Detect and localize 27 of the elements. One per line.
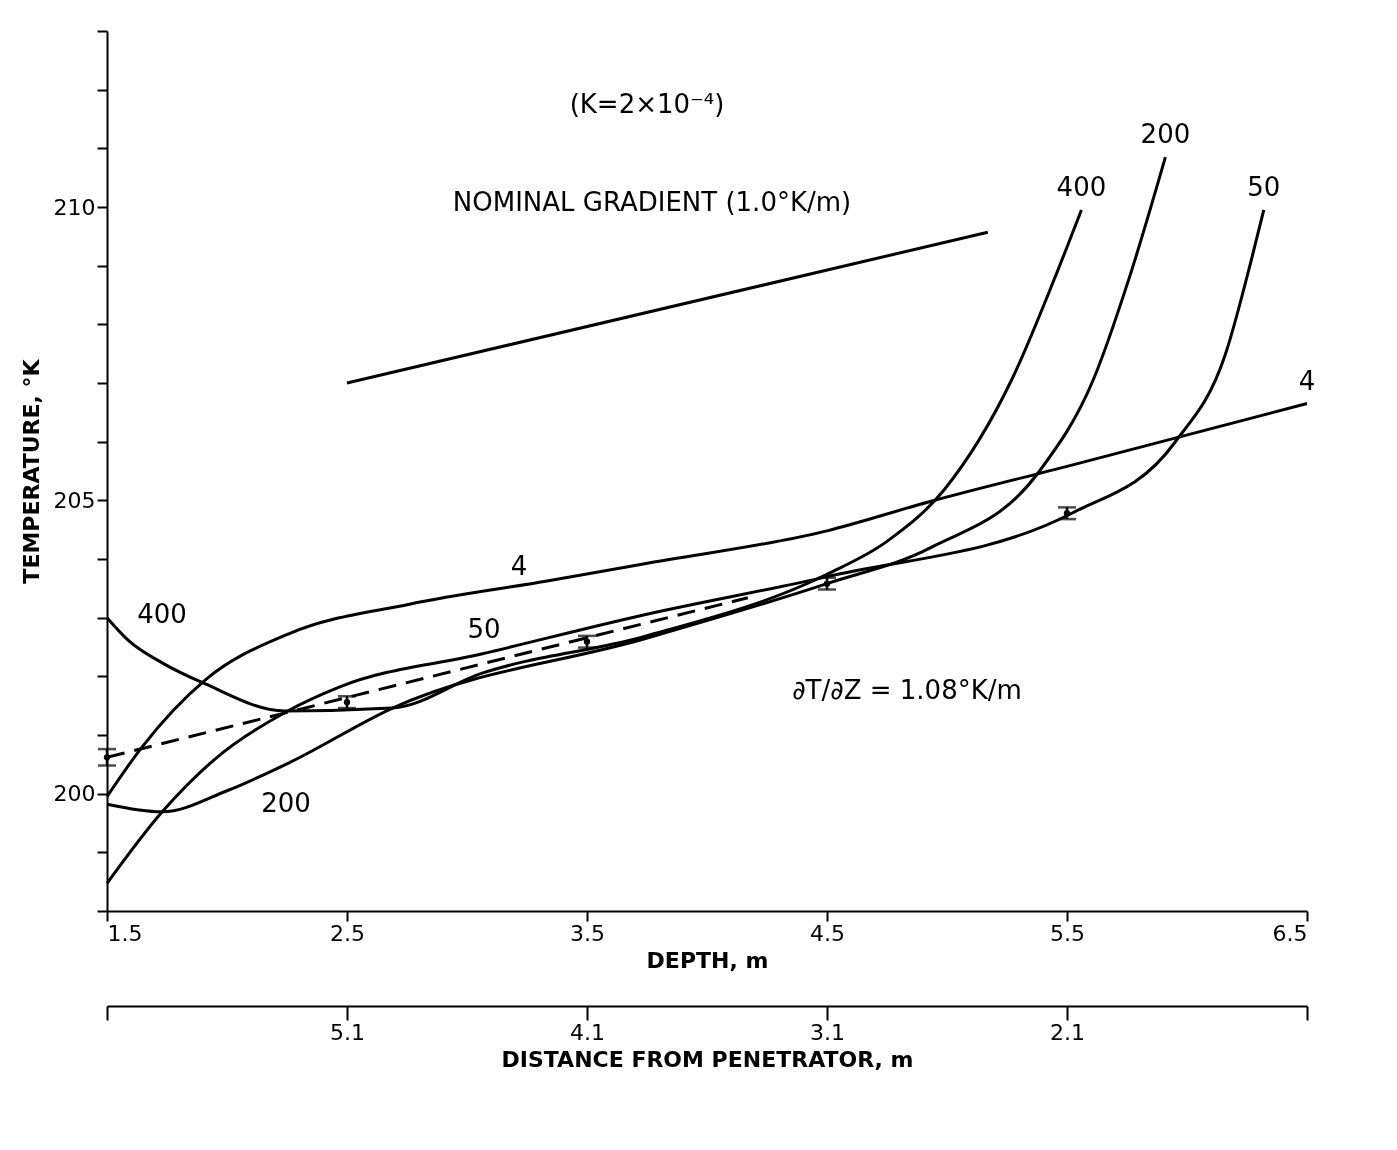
series-label: 400 (137, 599, 187, 629)
y-axis-title: TEMPERATURE, °K (18, 358, 44, 584)
annotation: 50 (1247, 171, 1281, 202)
x-tick-label: 4.5 (810, 920, 845, 946)
y-tick-label: 200 (53, 781, 96, 807)
annotation: 4 (1298, 365, 1316, 396)
annotation: (K=2×10⁻⁴) (569, 89, 725, 119)
x2-tick-label: 5.1 (330, 1019, 365, 1045)
x-tick-label: 3.5 (570, 920, 605, 946)
annotation: 200 (1140, 119, 1191, 150)
annotation: ∂T/∂Z = 1.08°K/m (792, 675, 1022, 705)
x2-axis-title: DISTANCE FROM PENETRATOR, m (501, 1046, 914, 1072)
x-tick-label: 2.5 (330, 920, 365, 946)
annotation: 400 (1056, 171, 1107, 202)
x-tick-label: 5.5 (1050, 920, 1085, 946)
series-label: 50 (467, 614, 501, 644)
series-label: 200 (261, 788, 311, 818)
x-axis-title: DEPTH, m (646, 947, 769, 973)
x-tick-label: 1.5 (107, 920, 143, 946)
y-tick-label: 205 (53, 487, 96, 513)
annotation: NOMINAL GRADIENT (1.0°K/m) (452, 187, 852, 217)
x-tick-label: 6.5 (1272, 920, 1308, 946)
x2-tick-label: 3.1 (810, 1019, 845, 1045)
x2-tick-label: 2.1 (1050, 1019, 1085, 1045)
x2-tick-label: 4.1 (570, 1019, 605, 1045)
series-label: 4 (510, 551, 528, 581)
y-tick-label: 210 (53, 194, 96, 220)
